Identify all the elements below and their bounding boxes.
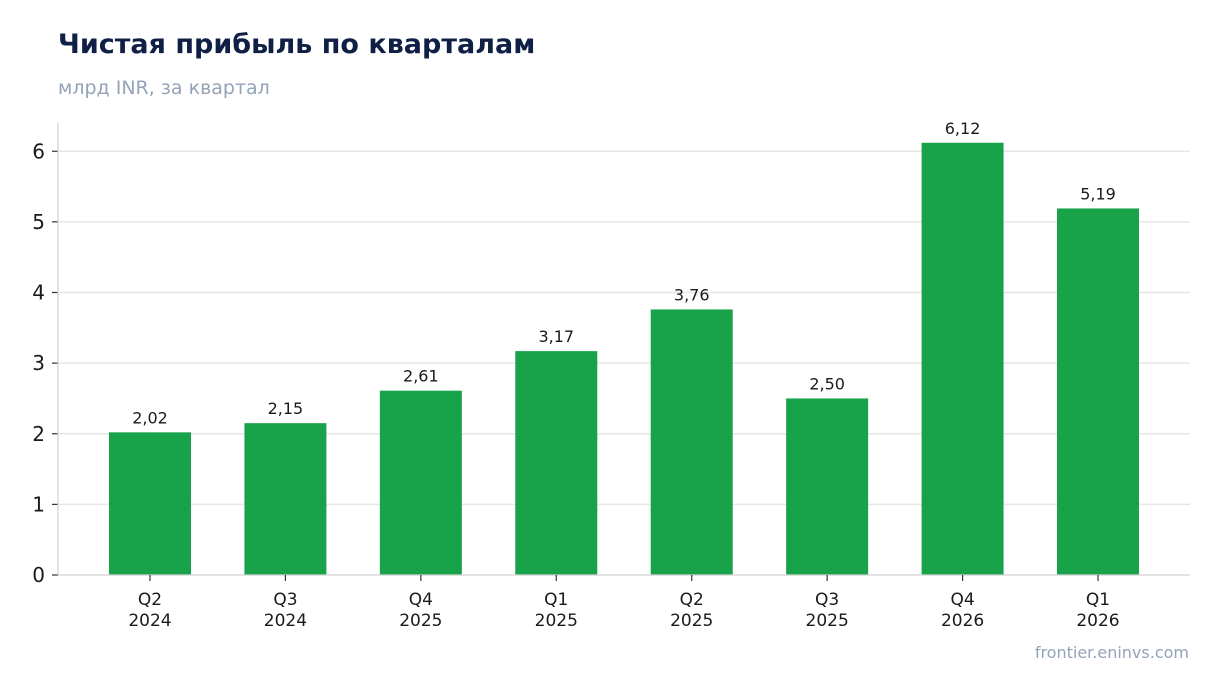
bar [515,351,598,575]
y-tick-label: 0 [32,563,45,587]
x-tick-year: 2026 [1076,611,1119,631]
x-tick-year: 2024 [264,611,307,631]
x-tick-year: 2024 [128,611,171,631]
x-tick-quarter: Q1 [1086,590,1110,610]
x-tick-label: Q1 2025 [535,590,578,631]
data-label: 3,76 [674,285,710,304]
data-label: 2,02 [132,408,168,427]
bar [786,398,869,575]
x-tick-quarter: Q3 [273,590,297,610]
x-tick-label: Q3 2025 [806,590,849,631]
x-tick-year: 2026 [941,611,984,631]
x-tick-year: 2025 [670,611,713,631]
y-tick-label: 6 [32,139,45,163]
bar [650,309,733,575]
bar [1057,208,1139,576]
x-tick-label: Q4 2026 [941,590,984,631]
x-tick-label: Q2 2024 [128,590,171,631]
gridlines [58,150,1190,506]
y-tick-label: 4 [32,281,45,305]
x-tick-quarter: Q4 [950,590,974,610]
plot-area: 2,02 2,15 2,61 3,17 3,76 2,50 6,12 5,19 0 1 2 3 4 5 6… [32,119,1190,631]
y-tick-label: 5 [32,210,45,234]
y-axis: 0 1 2 3 4 5 6 [32,123,59,587]
data-labels: 2,02 2,15 2,61 3,17 3,76 2,50 6,12 5,19 [132,119,1116,428]
y-tick-label: 2 [32,422,45,446]
x-tick-quarter: Q2 [138,590,162,610]
x-tick-year: 2025 [806,611,849,631]
bar [379,390,462,575]
bars [109,142,1139,576]
data-label: 2,61 [403,367,439,386]
x-tick-quarter: Q3 [815,590,839,610]
x-tick-year: 2025 [399,611,442,631]
data-label: 5,19 [1080,184,1116,203]
data-label: 2,50 [809,374,845,393]
bar [109,432,191,575]
x-tick-quarter: Q2 [680,590,704,610]
x-tick-label: Q3 2024 [264,590,307,631]
data-label: 6,12 [945,119,981,138]
source-credit: frontier.eninvs.com [1035,643,1189,662]
y-tick-label: 3 [32,351,45,375]
x-tick-year: 2025 [535,611,578,631]
x-tick-quarter: Q4 [409,590,433,610]
x-tick-label: Q2 2025 [670,590,713,631]
data-label: 2,15 [268,399,304,418]
y-tick-label: 1 [32,492,45,516]
data-label: 3,17 [538,327,574,346]
x-tick-label: Q1 2026 [1076,590,1119,631]
x-tick-label: Q4 2025 [399,590,442,631]
chart-subtitle: млрд INR, за квартал [58,77,270,99]
bar [244,423,327,575]
bar [921,142,1004,575]
x-tick-quarter: Q1 [544,590,568,610]
chart-title: Чистая прибыль по кварталам [58,29,535,60]
